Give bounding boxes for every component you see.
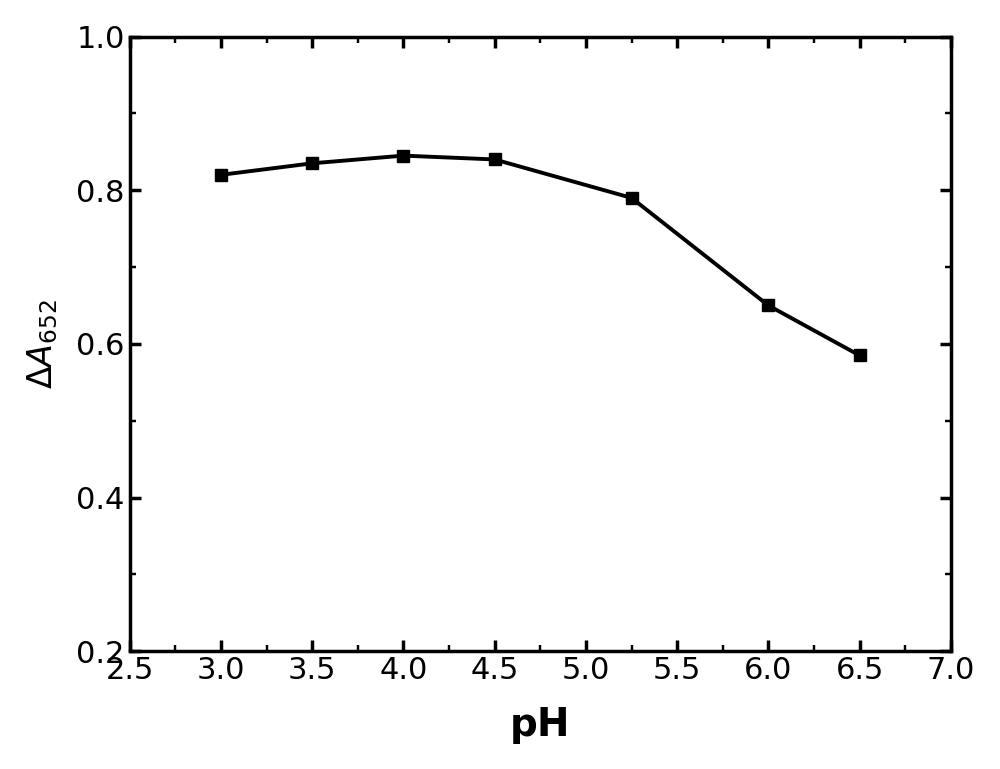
X-axis label: pH: pH bbox=[510, 706, 571, 744]
Y-axis label: $\Delta A_{652}$: $\Delta A_{652}$ bbox=[25, 299, 60, 389]
